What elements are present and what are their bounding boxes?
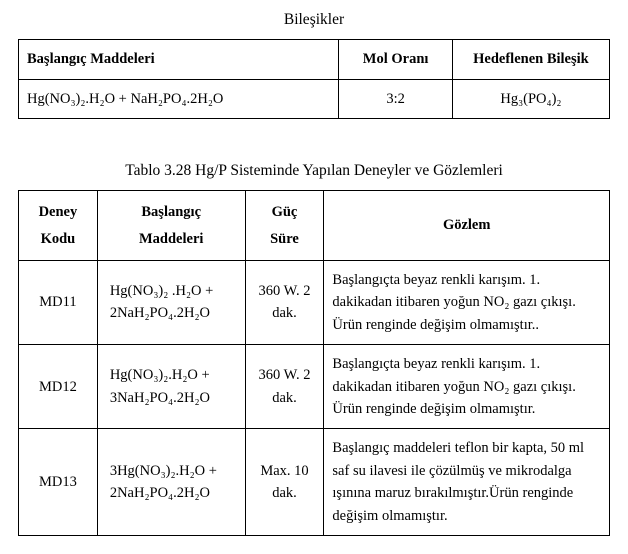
table2-code-0: MD11 (19, 260, 98, 344)
table2: Deney Kodu Başlangıç Maddeleri Güç Süre … (18, 190, 610, 536)
table2-power-0: 360 W. 2 dak. (245, 260, 324, 344)
table2-h2: Başlangıç Maddeleri (97, 191, 245, 260)
table2-h3: Güç Süre (245, 191, 324, 260)
table2-header-row: Deney Kodu Başlangıç Maddeleri Güç Süre … (19, 191, 610, 260)
table2-h3b: Süre (270, 231, 299, 247)
spacer (18, 119, 610, 159)
table2-h3a: Güç (272, 204, 298, 220)
table1-ratio: 3:2 (339, 79, 453, 118)
table2-materials-0: Hg(NO₃)₂ .H₂O + 2NaH₂PO₄.2H₂O (97, 260, 245, 344)
table1-h1: Başlangıç Maddeleri (19, 40, 339, 79)
table1-h3: Hedeflenen Bileşik (452, 40, 609, 79)
table2-h4: Gözlem (324, 191, 610, 260)
table2-code-2: MD13 (19, 429, 98, 536)
table2-h1b: Kodu (41, 231, 76, 247)
table2-caption: Tablo 3.28 Hg/P Sisteminde Yapılan Deney… (18, 159, 610, 182)
table1-materials: Hg(NO₃)₂.H₂O + NaH₂PO₄.2H₂O (19, 79, 339, 118)
table2-h2b: Maddeleri (139, 231, 203, 247)
table2-code-1: MD12 (19, 345, 98, 429)
table2-h1: Deney Kodu (19, 191, 98, 260)
table1-header-row: Başlangıç Maddeleri Mol Oranı Hedeflenen… (19, 40, 610, 79)
table2-h2a: Başlangıç (141, 204, 201, 220)
table2-power-2: Max. 10 dak. (245, 429, 324, 536)
table1-target: Hg₃(PO₄)₂ (452, 79, 609, 118)
table2-obs-1: Başlangıçta beyaz renkli karışım. 1. dak… (324, 345, 610, 429)
table2-materials-1: Hg(NO₃)₂.H₂O + 3NaH₂PO₄.2H₂O (97, 345, 245, 429)
table2-obs-2: Başlangıç maddeleri teflon bir kapta, 50… (324, 429, 610, 536)
table2-materials-2: 3Hg(NO₃)₂.H₂O + 2NaH₂PO₄.2H₂O (97, 429, 245, 536)
table2-obs-0: Başlangıçta beyaz renkli karışım. 1. dak… (324, 260, 610, 344)
table-row: MD12 Hg(NO₃)₂.H₂O + 3NaH₂PO₄.2H₂O 360 W.… (19, 345, 610, 429)
table-row: MD13 3Hg(NO₃)₂.H₂O + 2NaH₂PO₄.2H₂O Max. … (19, 429, 610, 536)
table1-h2: Mol Oranı (339, 40, 453, 79)
table1: Başlangıç Maddeleri Mol Oranı Hedeflenen… (18, 39, 610, 119)
table1-caption: Bileşikler (18, 8, 610, 31)
table-row: MD11 Hg(NO₃)₂ .H₂O + 2NaH₂PO₄.2H₂O 360 W… (19, 260, 610, 344)
table2-h1a: Deney (39, 204, 78, 220)
table2-power-1: 360 W. 2 dak. (245, 345, 324, 429)
table1-row: Hg(NO₃)₂.H₂O + NaH₂PO₄.2H₂O 3:2 Hg₃(PO₄)… (19, 79, 610, 118)
